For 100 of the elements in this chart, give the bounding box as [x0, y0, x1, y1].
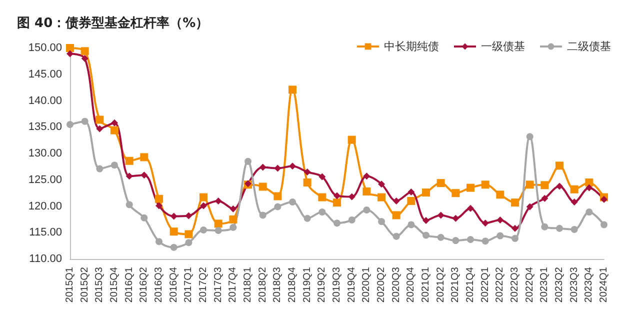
point [422, 188, 430, 197]
y-tick-label: 110.00 [29, 253, 62, 265]
legend-label: 中长期纯债 [384, 40, 439, 53]
x-tick-label: 2018Q4 [287, 266, 298, 303]
point [155, 194, 163, 203]
point [378, 218, 385, 226]
point [140, 172, 148, 179]
point [600, 196, 608, 203]
point [230, 224, 237, 231]
point [570, 226, 578, 233]
x-tick-label: 2017Q4 [228, 266, 239, 303]
point [392, 197, 400, 204]
point [156, 202, 162, 210]
legend-label: 一级债基 [481, 40, 525, 53]
point [392, 211, 400, 220]
point [363, 172, 370, 180]
point [452, 214, 460, 222]
x-tick-label: 2023Q1 [539, 266, 550, 303]
y-tick-label: 120.00 [28, 200, 62, 212]
y-tick-label: 145.00 [28, 68, 62, 80]
x-tick-label: 2023Q2 [554, 266, 565, 303]
x-tick-label: 2016Q4 [168, 266, 180, 303]
point [556, 224, 563, 232]
point [170, 244, 178, 251]
point [274, 192, 282, 200]
point [110, 126, 118, 134]
x-tick-label: 2023Q4 [584, 266, 595, 303]
x-tick-label: 2022Q1 [480, 266, 491, 303]
point [274, 203, 282, 210]
point [304, 168, 311, 176]
x-tick-label: 2017Q2 [198, 266, 209, 303]
point [66, 120, 74, 128]
point [408, 188, 415, 196]
point [348, 216, 356, 224]
y-tick-label: 125.00 [28, 174, 62, 186]
point [170, 228, 178, 236]
point [156, 238, 162, 246]
x-tick-label: 2015Q3 [94, 266, 106, 303]
x-tick-label: 2019Q4 [346, 266, 358, 303]
x-tick-label: 2019Q2 [316, 266, 328, 303]
x-tick-label: 2021Q1 [420, 266, 432, 303]
x-tick-label: 2016Q1 [124, 266, 135, 303]
x-tick-label: 2020Q4 [406, 266, 417, 303]
point [408, 221, 415, 228]
point [407, 196, 416, 205]
point [541, 194, 548, 202]
point [318, 173, 326, 180]
point [466, 184, 474, 192]
point [259, 164, 266, 171]
x-tick-label: 2015Q1 [64, 266, 76, 303]
point [80, 47, 89, 56]
point [437, 212, 444, 219]
point [422, 216, 430, 224]
point [570, 185, 578, 194]
point [334, 192, 340, 200]
x-tick-label: 2022Q2 [494, 266, 506, 303]
point [378, 193, 386, 202]
point [452, 237, 460, 244]
point [111, 162, 118, 169]
chart-title: 图 40：债券型基金杠杆率（%） [17, 15, 209, 31]
point [258, 182, 267, 191]
point [467, 204, 474, 212]
y-tick-label: 130.00 [28, 148, 62, 160]
point [526, 133, 534, 140]
x-tick-label: 2018Q2 [257, 266, 268, 303]
x-tick-label: 2016Q2 [138, 266, 150, 303]
point [96, 116, 104, 124]
point [570, 198, 578, 206]
y-tick-label: 115.00 [29, 226, 62, 239]
point [540, 181, 549, 190]
point [348, 193, 356, 200]
point [289, 162, 296, 170]
x-tick-label: 2020Q2 [376, 266, 387, 303]
x-tick-label: 2020Q3 [390, 266, 402, 303]
x-tick-label: 2017Q3 [212, 266, 224, 303]
point [185, 212, 192, 220]
x-tick-label: 2015Q2 [79, 266, 90, 303]
point [200, 226, 207, 234]
point [482, 238, 489, 245]
x-tick-label: 2023Q3 [568, 266, 580, 303]
point [362, 187, 371, 196]
point [378, 180, 385, 188]
point [244, 158, 252, 165]
point [556, 182, 563, 190]
point [200, 193, 208, 202]
point [556, 162, 564, 170]
point [185, 239, 192, 246]
point [303, 178, 312, 187]
point [496, 216, 504, 224]
point [422, 232, 430, 239]
point [482, 220, 489, 227]
point [274, 164, 282, 172]
x-tick-label: 2021Q4 [465, 266, 476, 303]
point [496, 190, 504, 199]
point [214, 197, 222, 204]
point [586, 184, 593, 192]
legend-label: 二级债基 [567, 40, 611, 53]
x-tick-label: 2016Q3 [154, 266, 164, 303]
x-tick-label: 2018Q1 [242, 266, 254, 303]
point [526, 203, 534, 210]
